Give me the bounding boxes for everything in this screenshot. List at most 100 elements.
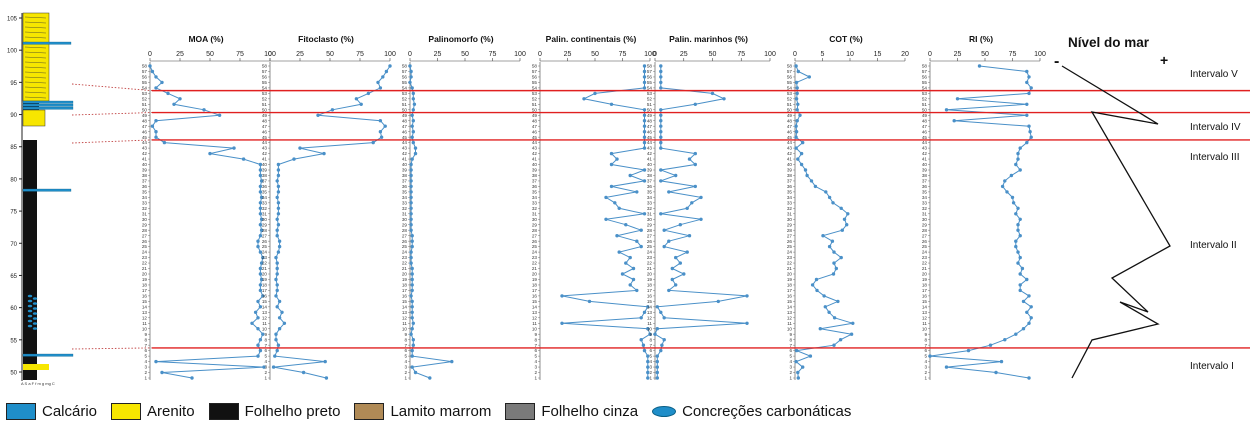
sample-label: 16 (647, 293, 653, 298)
lamination-line (24, 86, 47, 89)
chart-panel: RI (%)0 25 50 75 100123456789101112131415161… (922, 34, 1046, 381)
sample-label: 22 (647, 261, 653, 266)
data-point (1029, 135, 1033, 139)
data-point (276, 343, 281, 347)
data-point (794, 146, 798, 150)
sample-label: 45 (787, 135, 793, 140)
sample-label: 4 (144, 359, 147, 364)
series-line (409, 65, 452, 379)
sample-label: 29 (262, 222, 268, 227)
sample-label: 36 (647, 184, 653, 189)
data-point (428, 376, 432, 380)
section-tick-label: 65 (10, 274, 17, 280)
data-point (799, 162, 804, 167)
data-point (1016, 151, 1020, 156)
sample-label: 24 (402, 250, 408, 255)
sample-label: 17 (647, 288, 653, 293)
sample-label: 55 (532, 80, 538, 85)
panel-title: Palinomorfo (%) (428, 34, 493, 44)
data-point (1018, 168, 1022, 172)
sample-label: 58 (922, 64, 928, 69)
data-point (642, 119, 647, 123)
sample-label: 28 (402, 228, 408, 233)
series-line (794, 65, 854, 379)
sample-label: 29 (532, 222, 538, 227)
data-point (411, 321, 415, 325)
concrecao-mark (27, 304, 33, 308)
data-point (259, 277, 264, 282)
data-point (642, 64, 647, 68)
data-point (659, 113, 663, 118)
data-point (662, 338, 666, 342)
sample-label: 21 (402, 266, 408, 271)
data-point (794, 64, 798, 68)
sample-label: 21 (922, 266, 928, 271)
data-point (259, 228, 264, 232)
data-point (256, 354, 260, 358)
sample-label: 11 (647, 321, 652, 326)
sample-label: 8 (264, 337, 267, 342)
sample-label: 39 (922, 168, 928, 173)
data-point (256, 343, 260, 347)
sample-label: 57 (647, 69, 653, 74)
data-point (655, 359, 659, 364)
sea-level-curve-panel: Nível do mar- + Intervalo V Intervalo IV Int… (1054, 35, 1241, 379)
sample-label: 56 (402, 75, 408, 80)
data-point (560, 321, 564, 325)
data-point (1020, 266, 1025, 271)
sample-label: 18 (532, 283, 538, 288)
sample-label: 21 (532, 266, 538, 271)
data-point (796, 102, 800, 107)
sample-label: 48 (647, 118, 653, 123)
data-point (659, 75, 663, 79)
sample-label: 4 (264, 359, 267, 364)
sample-label: 52 (532, 96, 538, 101)
data-point (659, 80, 663, 85)
data-point (815, 288, 819, 293)
panel-tick-label: 25 (954, 51, 962, 58)
sample-label: 56 (647, 75, 653, 80)
lamination-line (24, 61, 47, 64)
data-point (1010, 195, 1015, 200)
data-point (1021, 299, 1026, 304)
data-point (275, 272, 279, 276)
data-point (642, 310, 647, 314)
data-point (413, 370, 418, 375)
sample-label: 15 (787, 299, 793, 304)
data-point (275, 234, 279, 238)
sample-label: 9 (144, 332, 147, 337)
data-point (795, 91, 799, 96)
sample-label: 35 (922, 189, 928, 194)
sample-label: 18 (647, 283, 653, 288)
data-point (409, 212, 413, 216)
data-point (409, 294, 413, 298)
data-point (827, 244, 832, 249)
sample-label: 49 (402, 113, 408, 118)
data-point (655, 354, 659, 358)
data-point (410, 234, 414, 238)
data-point (258, 288, 263, 293)
lamination-line (24, 51, 47, 54)
data-point (1027, 294, 1031, 298)
sample-label: 28 (262, 228, 268, 233)
sample-label: 18 (922, 283, 928, 288)
sample-label: 43 (262, 146, 268, 151)
data-point (256, 327, 260, 331)
sample-label: 5 (264, 354, 267, 359)
data-point (411, 91, 415, 96)
data-point (655, 376, 659, 380)
data-point (411, 140, 415, 145)
sample-label: 23 (262, 255, 268, 260)
data-point (1027, 321, 1031, 325)
calcario-bed (22, 41, 72, 45)
data-point (1027, 75, 1031, 79)
data-point (687, 157, 692, 161)
data-point (674, 255, 678, 260)
sample-label: 50 (402, 107, 408, 112)
data-point (842, 217, 847, 221)
panel-tick-label: 100 (384, 51, 396, 58)
data-point (796, 370, 800, 375)
sample-label: 31 (402, 211, 408, 216)
data-point (832, 261, 836, 265)
data-point (693, 151, 697, 156)
